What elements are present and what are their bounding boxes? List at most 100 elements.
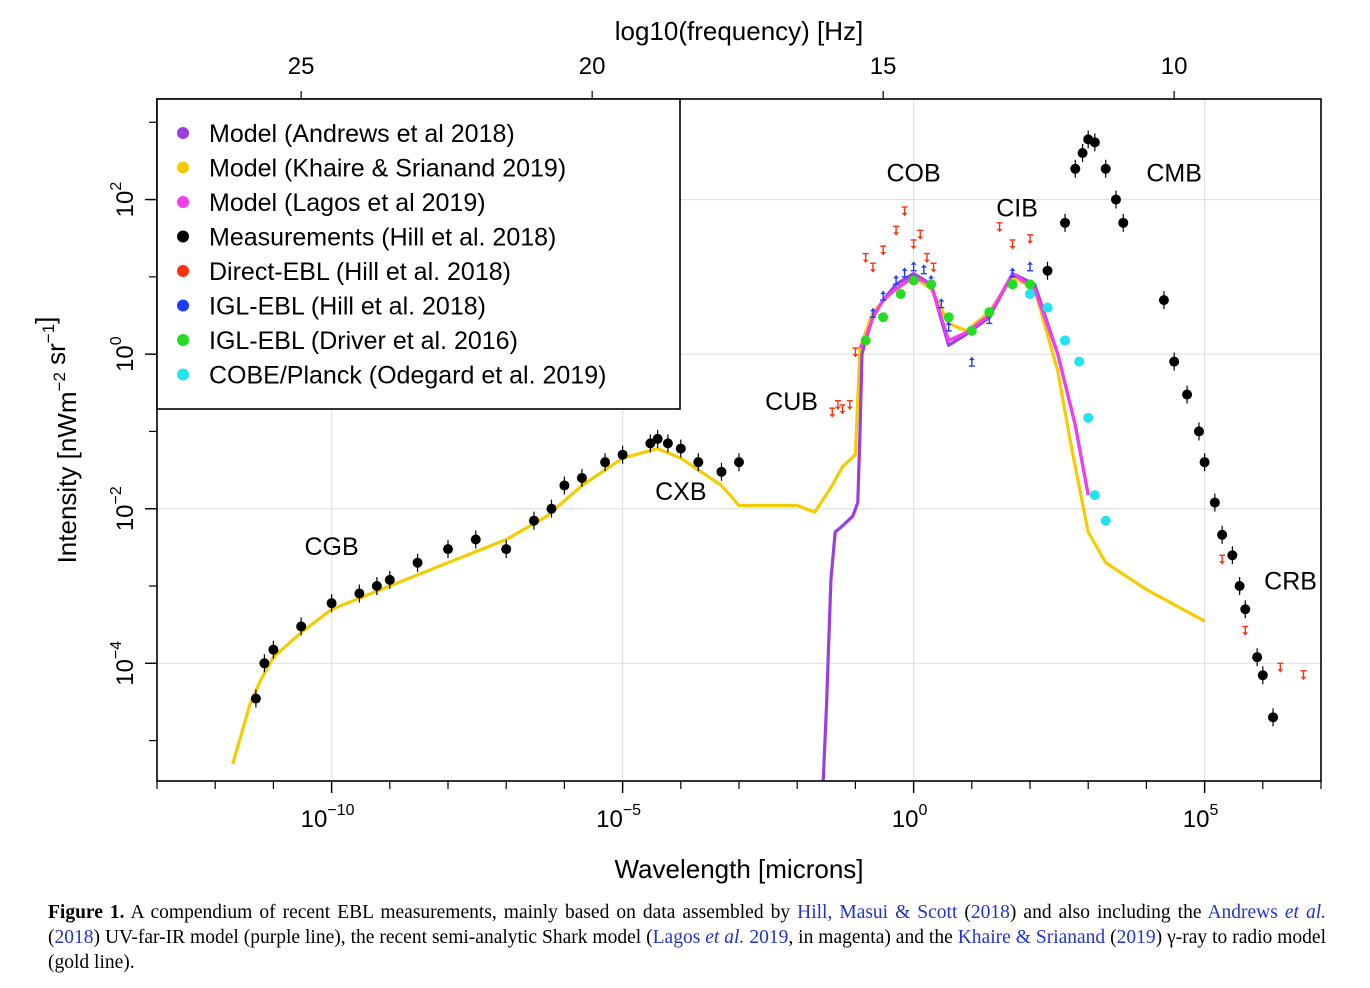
region-label: COB [887, 160, 941, 188]
data-point [559, 480, 570, 491]
data-point [600, 457, 611, 468]
data-point [371, 581, 382, 592]
data-point [1169, 356, 1180, 367]
upper-limit-arrow [869, 262, 876, 273]
data-point [652, 433, 663, 444]
data-point [470, 534, 481, 545]
upper-limit-arrow [924, 252, 931, 263]
legend-marker [177, 265, 189, 277]
lower-limit-arrow [938, 298, 945, 309]
y-tick-label: 102 [108, 182, 139, 218]
caption-text: ( [1105, 927, 1117, 948]
data-point [501, 544, 512, 555]
data-point [966, 325, 977, 336]
upper-limit-arrow [901, 206, 908, 217]
legend-marker [177, 334, 189, 346]
legend-entry: Model (Khaire & Srianand 2019) [209, 155, 566, 183]
legend-entry: Model (Lagos et al 2019) [209, 189, 486, 217]
region-label: CRB [1264, 568, 1317, 596]
data-point [1100, 515, 1111, 526]
data-point [576, 472, 587, 483]
caption-text: , in magenta) and the [788, 927, 958, 948]
figure-caption: Figure 1. A compendium of recent EBL mea… [48, 900, 1326, 975]
citation-link[interactable]: 2019 [1116, 927, 1156, 948]
legend-entry: Direct-EBL (Hill et al. 2018) [209, 258, 511, 286]
top-axis-label: log10(frequency) [Hz] [615, 16, 864, 46]
upper-limit-arrow [839, 404, 846, 414]
data-point [1100, 163, 1111, 174]
data-point [1025, 288, 1035, 299]
upper-limit-arrow [917, 229, 924, 240]
y-tick-label: 10−2 [108, 486, 139, 531]
series-line [858, 272, 1090, 496]
citation-link[interactable]: Lagos et al. 2019 [653, 927, 789, 948]
citation-author: Andrews [1207, 902, 1278, 923]
region-annotations: CGB CXB CUB COB CIB CMB CRB [305, 160, 1317, 596]
upper-limit-arrow [893, 225, 900, 236]
data-point [1025, 279, 1035, 290]
data-point [1193, 426, 1204, 437]
y-axis-label: Intensity [nWm−2 sr−1] [30, 317, 82, 564]
data-point [1042, 302, 1053, 313]
legend-marker [177, 230, 189, 243]
upper-limit-arrow [880, 245, 887, 256]
data-point [1083, 412, 1094, 423]
citation-year: 2019 [749, 927, 789, 948]
legend-entry: Measurements (Hill et al. 2018) [209, 224, 556, 252]
data-point [926, 279, 937, 290]
legend-marker [177, 161, 189, 174]
legend-entry: Model (Andrews et al 2018) [209, 120, 515, 148]
data-point [693, 457, 704, 468]
data-point [1089, 490, 1100, 501]
lower-limit-arrow [1027, 261, 1033, 272]
upper-limit-arrow [1277, 662, 1284, 673]
caption-text: ) and also including the [1009, 902, 1208, 923]
upper-limit-arrow [834, 399, 841, 410]
region-label: CXB [655, 478, 706, 506]
citation-link[interactable]: Hill, Masui & Scott [797, 902, 958, 923]
upper-limit-arrow [910, 239, 917, 249]
data-point [1217, 529, 1228, 540]
legend-box [156, 98, 681, 410]
data-point [354, 588, 365, 599]
citation-link[interactable]: 2018 [54, 927, 94, 948]
caption-label: Figure 1. [48, 902, 125, 923]
citation-link[interactable]: 2018 [970, 902, 1010, 923]
legend-entry: IGL-EBL (Hill et al. 2018) [209, 293, 486, 321]
caption-text: ) UV-far-IR model (purple line), the rec… [93, 927, 653, 948]
top-tick-label: 20 [579, 53, 606, 80]
upper-limit-arrow [829, 407, 836, 418]
data-point [734, 457, 744, 468]
series-line [821, 272, 1090, 782]
legend-marker [177, 299, 189, 312]
upper-limit-arrow [1009, 239, 1016, 249]
y-tick-label: 10−4 [108, 641, 139, 686]
upper-limit-arrow [846, 399, 853, 410]
data-point [878, 312, 889, 323]
data-point [259, 658, 270, 669]
data-point [546, 503, 557, 514]
y-tick-label: 100 [108, 336, 139, 372]
x-tick-label: 100 [892, 802, 928, 833]
legend-entry: IGL-EBL (Driver et al. 2016) [209, 327, 518, 355]
data-point [1077, 148, 1088, 159]
data-point [326, 598, 337, 609]
data-point [1158, 295, 1169, 306]
data-point [908, 275, 919, 286]
data-point [1007, 279, 1018, 290]
data-point [528, 515, 539, 526]
data-point [1234, 581, 1245, 592]
data-point [1240, 604, 1251, 615]
legend-marker [177, 196, 189, 208]
data-point [1060, 217, 1071, 228]
lower-limit-arrow [893, 275, 900, 286]
data-point [1070, 163, 1081, 174]
citation-link[interactable]: Khaire & Srianand [957, 927, 1106, 948]
region-label: CMB [1146, 160, 1202, 188]
top-tick-label: 10 [1161, 53, 1188, 80]
citation-link[interactable]: Andrews et al. [1207, 902, 1326, 923]
data-point [662, 438, 673, 449]
x-tick-label: 10−10 [301, 802, 355, 833]
citation-etal: et al. [705, 927, 745, 948]
